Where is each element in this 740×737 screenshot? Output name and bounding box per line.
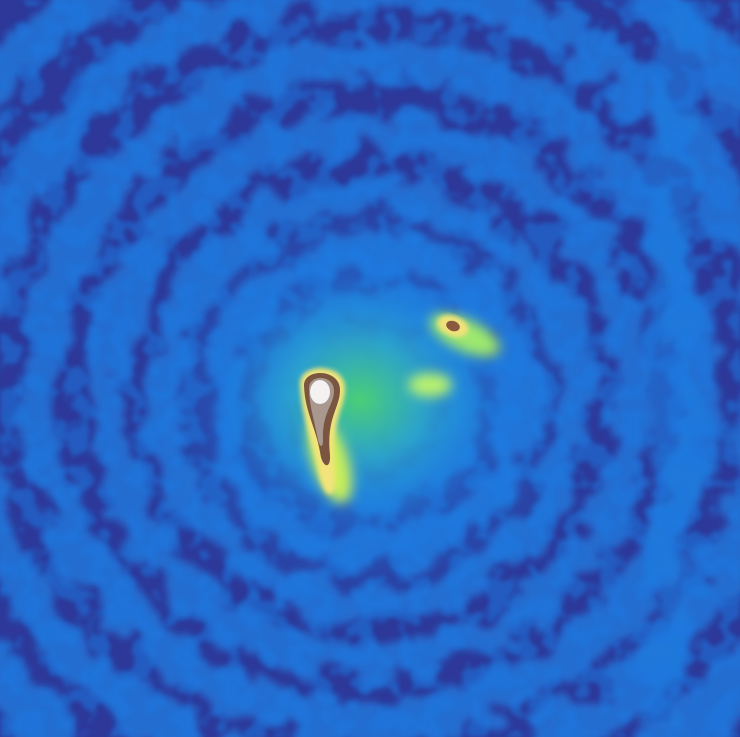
bright-core — [299, 368, 345, 495]
compact-source — [437, 315, 469, 337]
central-glow — [210, 265, 510, 535]
